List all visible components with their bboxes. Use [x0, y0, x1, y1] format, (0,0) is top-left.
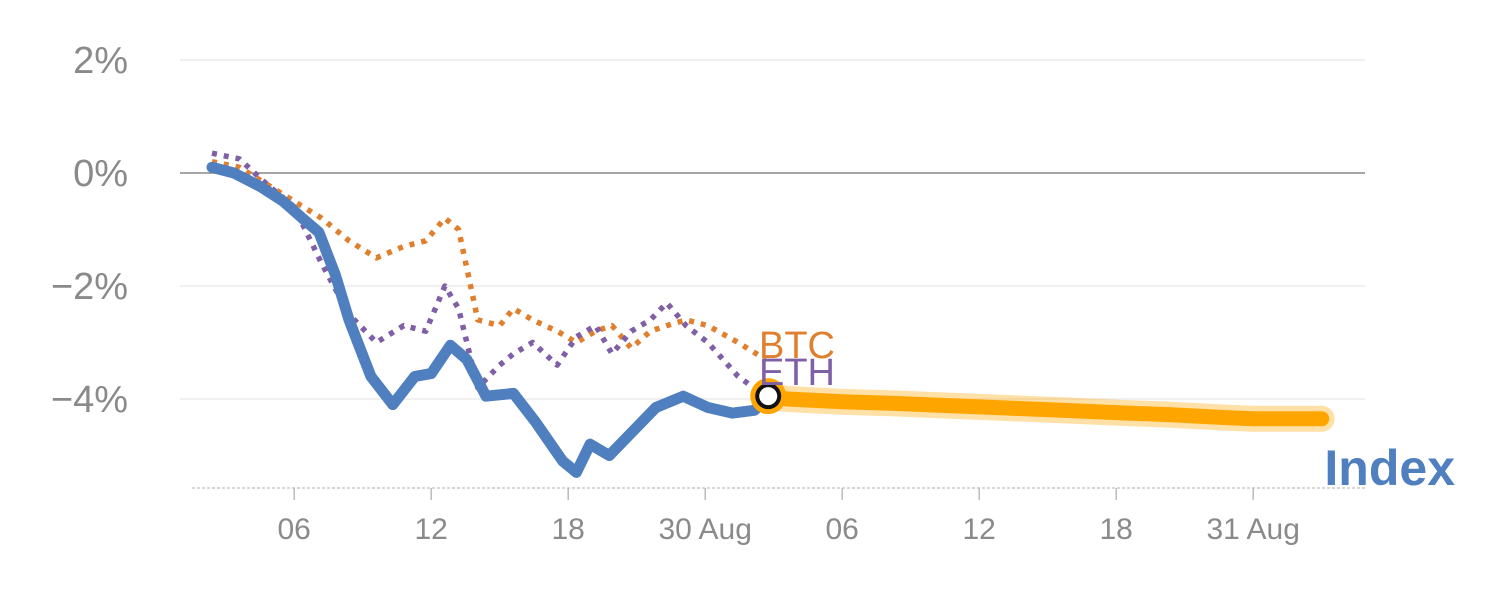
- series-line-eth: [211, 150, 768, 399]
- x-tick-label: 18: [552, 513, 585, 546]
- axis: 2% 0% −2% −4% 06 12 18 30 Aug 06 12 18 31 Aug: [51, 40, 1365, 546]
- series-label-index: Index: [1324, 440, 1455, 496]
- series-label-btc: BTC: [759, 325, 835, 367]
- x-tick-label: 30 Aug: [658, 513, 751, 546]
- series-line-btc: [211, 159, 767, 362]
- series-label-eth: ETH: [759, 352, 835, 394]
- series-line-index: [206, 161, 774, 478]
- y-tick-label: 0%: [73, 153, 128, 195]
- x-tick-label: 06: [278, 513, 311, 546]
- x-tick-label: 12: [415, 513, 448, 546]
- forecast-band: [760, 388, 1330, 427]
- y-tick-label: −4%: [51, 379, 128, 421]
- x-tick-label: 06: [826, 513, 859, 546]
- y-tick-label: −2%: [51, 266, 128, 308]
- x-tick-label: 31 Aug: [1206, 513, 1299, 546]
- x-tick-label: 18: [1100, 513, 1133, 546]
- plot-area: [206, 150, 1335, 478]
- x-tick-label: 12: [963, 513, 996, 546]
- y-tick-label: 2%: [73, 40, 128, 82]
- current-marker: [755, 383, 782, 410]
- series-labels: BTC ETH Index: [759, 325, 1455, 496]
